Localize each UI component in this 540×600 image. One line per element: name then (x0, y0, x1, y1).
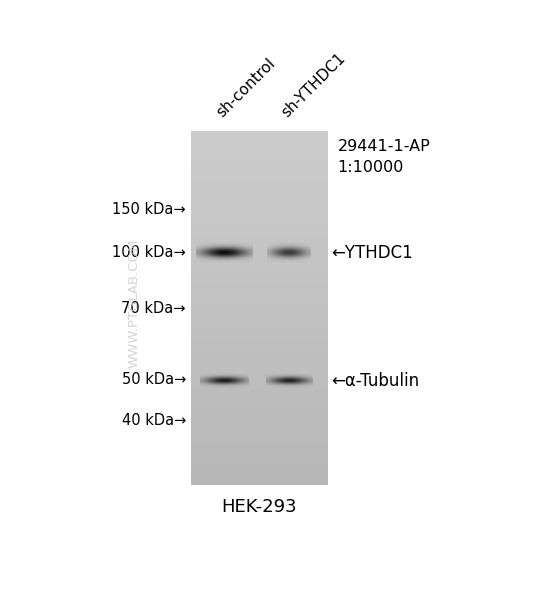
Text: 150 kDa→: 150 kDa→ (112, 202, 186, 217)
Text: ←YTHDC1: ←YTHDC1 (331, 244, 413, 262)
Text: 50 kDa→: 50 kDa→ (122, 372, 186, 387)
Text: ←α-Tubulin: ←α-Tubulin (331, 372, 419, 390)
Text: sh-control: sh-control (214, 56, 278, 121)
Text: 29441-1-AP
1:10000: 29441-1-AP 1:10000 (338, 139, 430, 175)
Text: WWW.PTGLAB.COM: WWW.PTGLAB.COM (128, 238, 141, 368)
Text: 70 kDa→: 70 kDa→ (122, 301, 186, 316)
Text: 40 kDa→: 40 kDa→ (122, 413, 186, 428)
Text: 100 kDa→: 100 kDa→ (112, 245, 186, 260)
Text: HEK-293: HEK-293 (221, 498, 296, 516)
Text: sh-YTHDC1: sh-YTHDC1 (279, 51, 348, 121)
